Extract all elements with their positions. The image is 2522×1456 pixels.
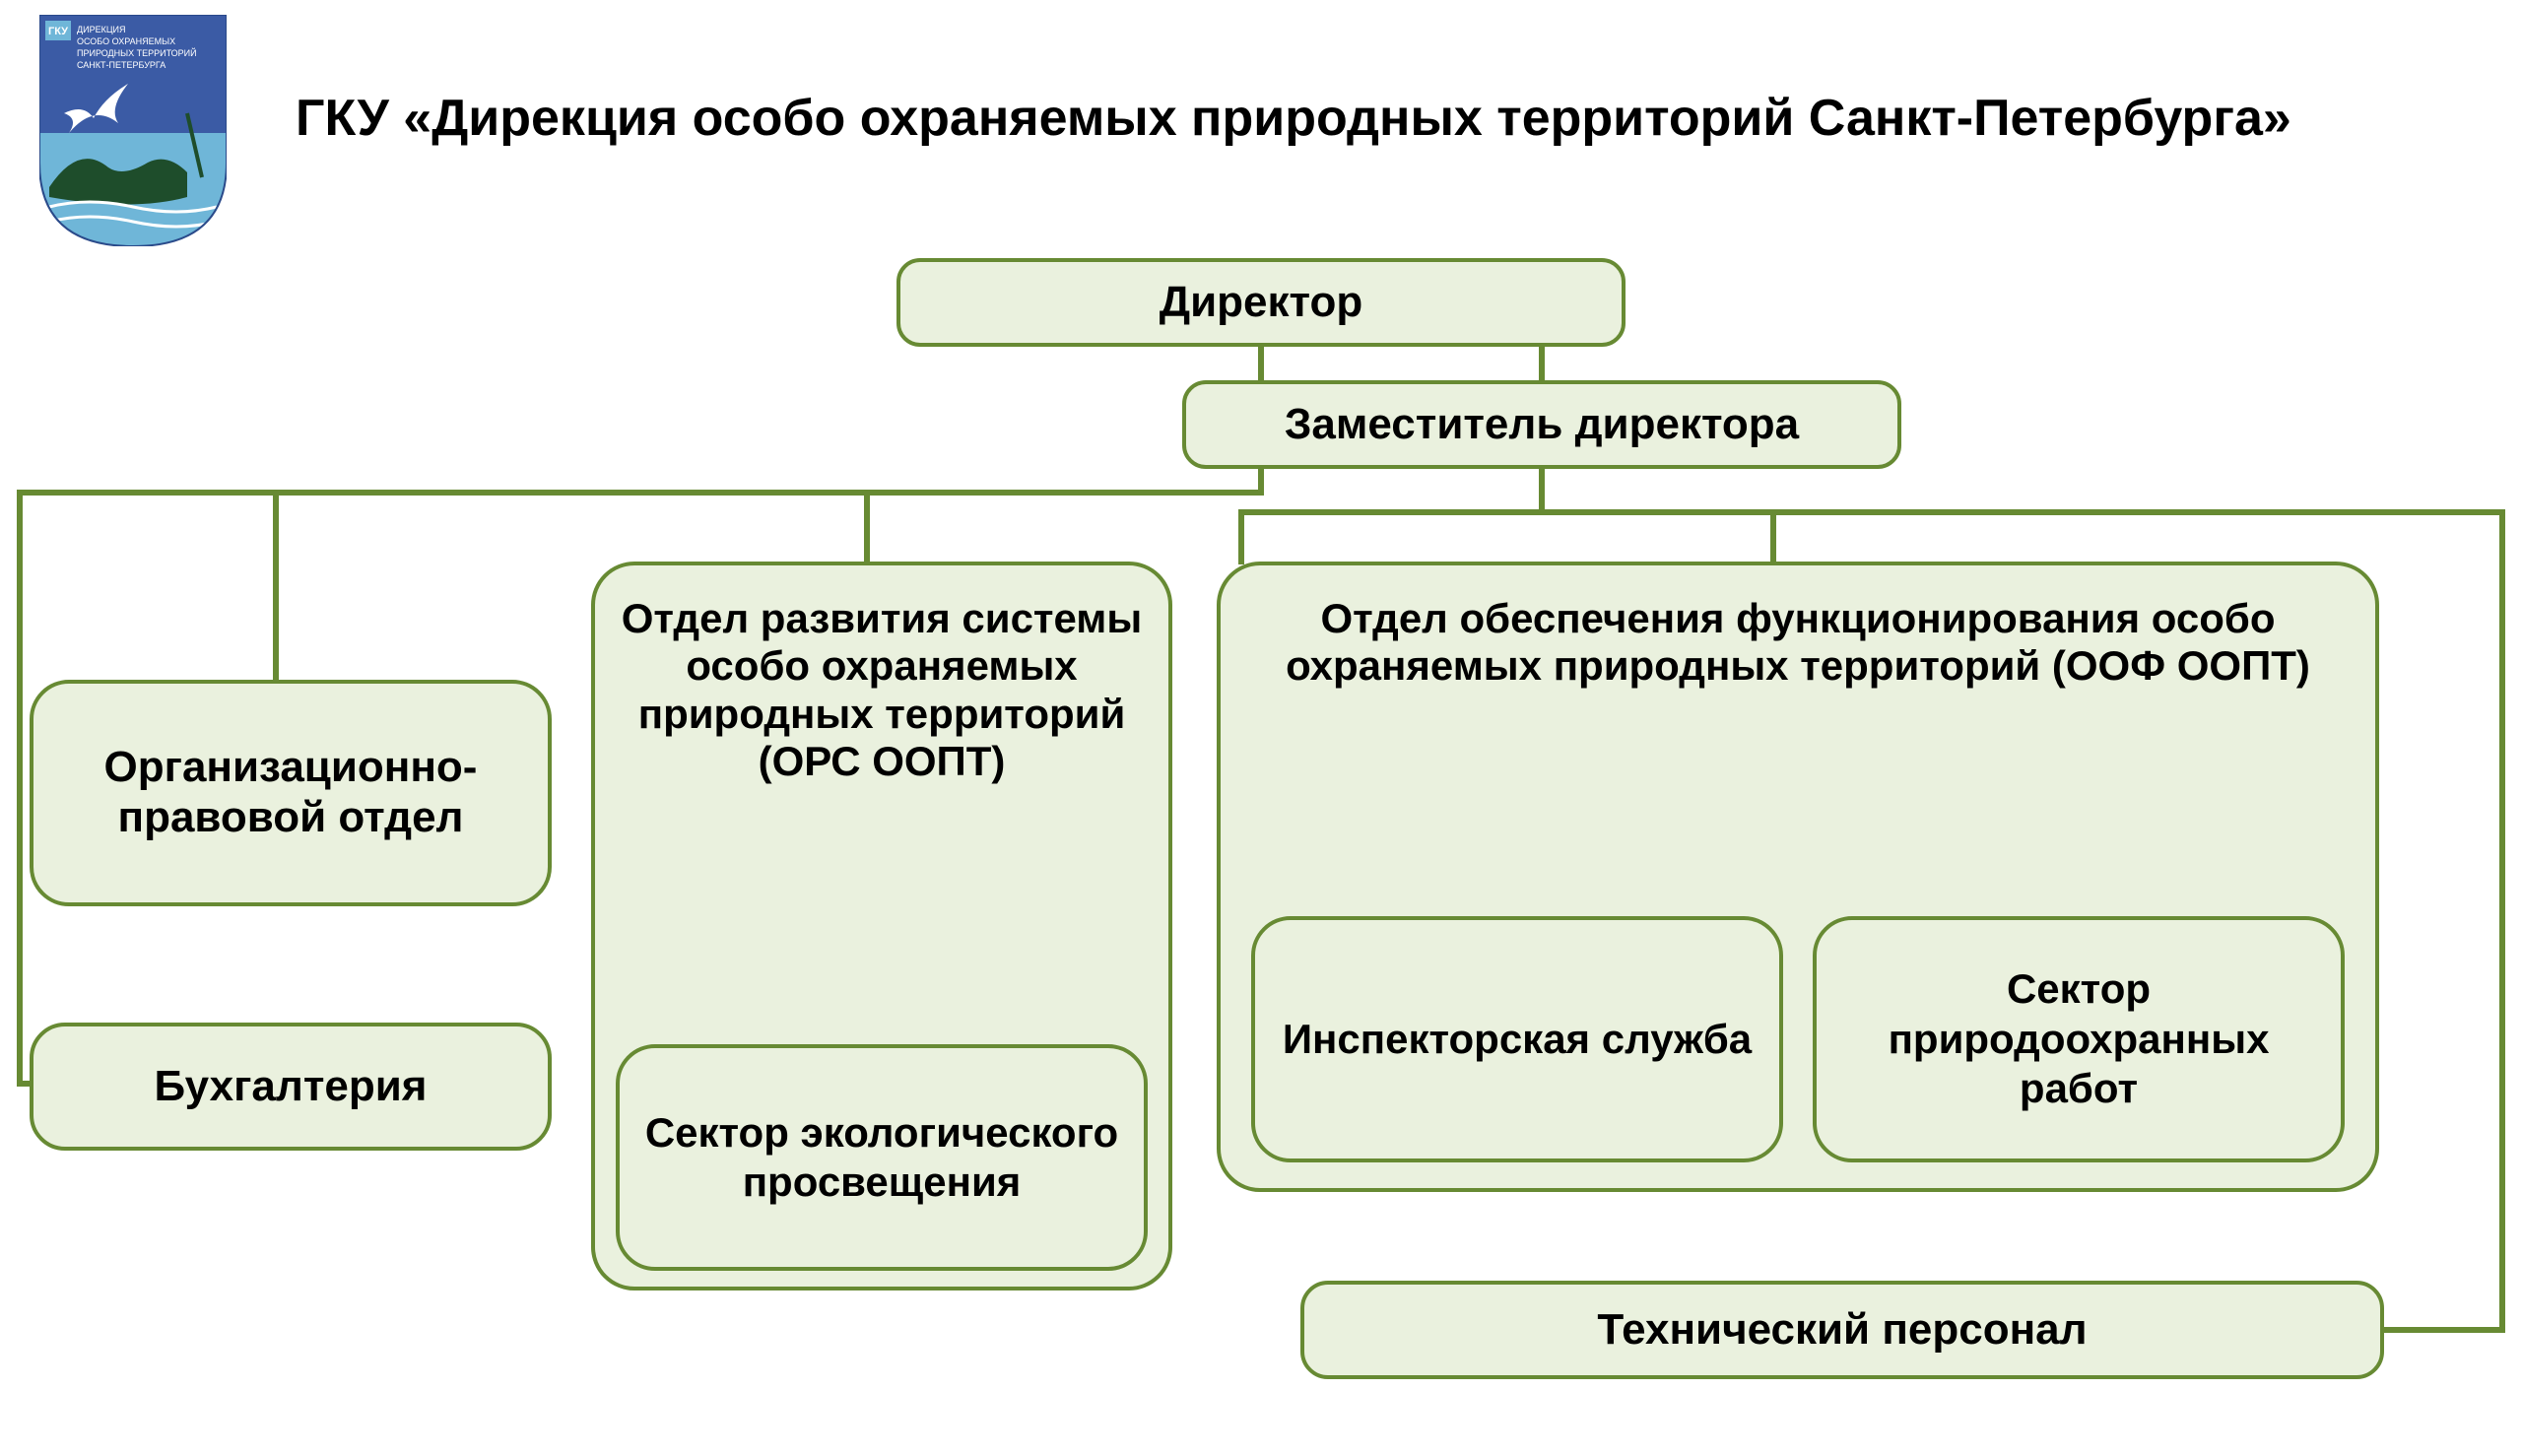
node-eco-edu: Сектор экологического просвещения (616, 1044, 1148, 1271)
node-inspector: Инспекторская служба (1251, 916, 1783, 1162)
node-label: Инспекторская служба (1283, 1015, 1752, 1064)
node-director: Директор (896, 258, 1626, 347)
node-org-legal: Организационно-правовой отдел (30, 680, 552, 906)
node-label: Сектор природоохранных работ (1836, 964, 2321, 1113)
node-label: Сектор экологического просвещения (639, 1108, 1124, 1208)
svg-text:САНКТ-ПЕТЕРБУРГА: САНКТ-ПЕТЕРБУРГА (77, 60, 166, 70)
node-label: Бухгалтерия (155, 1062, 428, 1111)
logo: ГКУ ДИРЕКЦИЯ ОСОБО ОХРАНЯЕМЫХ ПРИРОДНЫХ … (39, 15, 227, 246)
node-label: Отдел обеспечения функционирования особо… (1256, 595, 2340, 691)
node-accounting: Бухгалтерия (30, 1023, 552, 1151)
node-label: Заместитель директора (1285, 400, 1799, 449)
node-tech: Технический персонал (1300, 1281, 2384, 1379)
svg-text:ПРИРОДНЫХ ТЕРРИТОРИЙ: ПРИРОДНЫХ ТЕРРИТОРИЙ (77, 47, 197, 58)
svg-text:ГКУ: ГКУ (48, 26, 68, 37)
node-label: Организационно-правовой отдел (53, 743, 528, 842)
node-label: Директор (1160, 278, 1363, 327)
node-label: Технический персонал (1597, 1305, 2087, 1355)
svg-text:ОСОБО ОХРАНЯЕМЫХ: ОСОБО ОХРАНЯЕМЫХ (77, 36, 175, 46)
page-title: ГКУ «Дирекция особо охраняемых природных… (296, 89, 2463, 148)
svg-text:ДИРЕКЦИЯ: ДИРЕКЦИЯ (77, 25, 125, 34)
node-deputy: Заместитель директора (1182, 380, 1901, 469)
node-nature-work: Сектор природоохранных работ (1813, 916, 2345, 1162)
node-label: Отдел развития системы особо охраняемых … (616, 595, 1148, 785)
